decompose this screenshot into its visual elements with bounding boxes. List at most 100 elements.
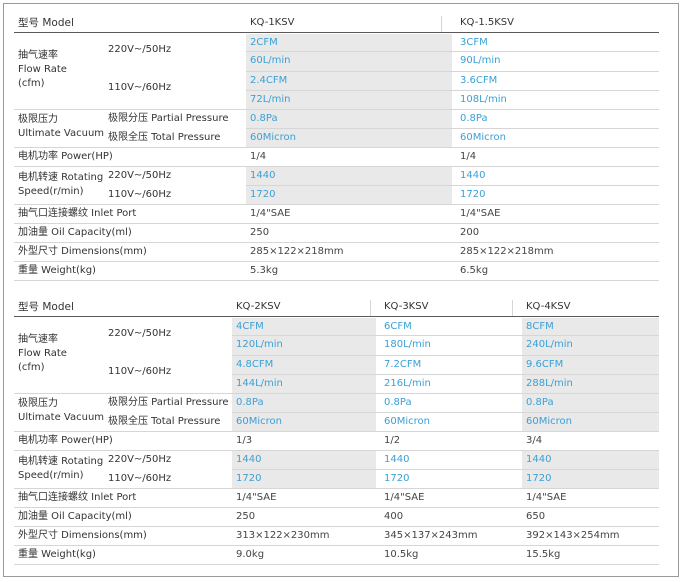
flow-rate-label-zh: 抽气速率 xyxy=(18,334,58,345)
vacuum-label-en: Ultimate Vacuum xyxy=(18,412,105,423)
dim-value: 285×122×218mm xyxy=(460,246,554,257)
vacuum-label-en: Ultimate Vacuum xyxy=(18,128,105,139)
oil-value: 200 xyxy=(460,227,480,238)
inlet-value: 1/4"SAE xyxy=(460,208,501,219)
row-divider xyxy=(232,412,659,413)
flow-110-lmin-value: 72L/min xyxy=(250,94,291,105)
total-pressure-label: 极限全压 Total Pressure xyxy=(108,132,221,143)
partial-value: 0.8Pa xyxy=(250,113,278,124)
flow-rate-label-en: Flow Rate xyxy=(18,64,67,75)
speed-110-label: 110V~/60Hz xyxy=(108,189,172,200)
speed-220-value: 1440 xyxy=(460,170,486,181)
flow-110-lmin-value: 216L/min xyxy=(384,378,431,389)
speed-label-zh: 电机转速 Rotating xyxy=(18,172,104,183)
row-divider xyxy=(246,128,659,129)
speed-110-value: 1720 xyxy=(526,473,552,484)
weight-value: 9.0kg xyxy=(236,549,265,560)
row-divider xyxy=(246,90,659,91)
shaded-column-0 xyxy=(246,34,452,148)
speed-label-en: Speed(r/min) xyxy=(18,186,84,197)
oil-value: 250 xyxy=(236,511,256,522)
total-value: 60Micron xyxy=(236,416,282,427)
header-rule xyxy=(14,32,659,33)
model-name: KQ-1KSV xyxy=(250,17,295,28)
total-value: 60Micron xyxy=(384,416,430,427)
flow-220-lmin-value: 60L/min xyxy=(250,55,291,66)
flow-220-cfm-value: 3CFM xyxy=(460,37,488,48)
inlet-value: 1/4"SAE xyxy=(526,492,567,503)
flow-110-lmin-value: 144L/min xyxy=(236,378,283,389)
dimensions-label: 外型尺寸 Dimensions(mm) xyxy=(18,246,147,257)
row-divider xyxy=(14,223,659,224)
partial-value: 0.8Pa xyxy=(526,397,554,408)
inlet-port-label: 抽气口连接螺纹 Inlet Port xyxy=(18,492,137,503)
flow-110-label: 110V~/60Hz xyxy=(108,366,172,377)
flow-rate-label-zh: 抽气速率 xyxy=(18,50,58,61)
speed-label-en: Speed(r/min) xyxy=(18,470,84,481)
row-divider xyxy=(14,488,659,489)
row-divider xyxy=(14,450,659,451)
vacuum-label-zh: 极限压力 xyxy=(18,114,58,125)
total-value: 60Micron xyxy=(460,132,506,143)
speed-220-value: 1440 xyxy=(236,454,262,465)
speed-110-value: 1720 xyxy=(250,189,276,200)
weight-label: 重量 Weight(kg) xyxy=(18,265,96,276)
shaded-column-speed-0 xyxy=(232,451,376,489)
oil-value: 650 xyxy=(526,511,546,522)
dim-value: 392×143×254mm xyxy=(526,530,620,541)
model-name: KQ-3KSV xyxy=(384,301,429,312)
partial-value: 0.8Pa xyxy=(384,397,412,408)
weight-label: 重量 Weight(kg) xyxy=(18,549,96,560)
weight-value: 15.5kg xyxy=(526,549,561,560)
flow-110-label: 110V~/60Hz xyxy=(108,82,172,93)
dim-value: 285×122×218mm xyxy=(250,246,344,257)
inlet-port-label: 抽气口连接螺纹 Inlet Port xyxy=(18,208,137,219)
power-label: 电机功率 Power(HP) xyxy=(18,435,113,446)
partial-value: 0.8Pa xyxy=(236,397,264,408)
model-header-label: 型号 Model xyxy=(18,301,74,313)
flow-220-cfm-value: 2CFM xyxy=(250,37,278,48)
power-label: 电机功率 Power(HP) xyxy=(18,151,113,162)
flow-110-lmin-value: 108L/min xyxy=(460,94,507,105)
flow-220-lmin-value: 120L/min xyxy=(236,339,283,350)
flow-220-cfm-value: 6CFM xyxy=(384,321,412,332)
dim-value: 345×137×243mm xyxy=(384,530,478,541)
oil-value: 250 xyxy=(250,227,270,238)
row-divider xyxy=(232,469,659,470)
flow-rate-label-en: Flow Rate xyxy=(18,348,67,359)
flow-220-label: 220V~/50Hz xyxy=(108,44,172,55)
column-separator xyxy=(370,300,371,316)
row-divider xyxy=(14,166,659,167)
speed-110-value: 1720 xyxy=(384,473,410,484)
flow-rate-label-unit: (cfm) xyxy=(18,362,45,373)
flow-110-cfm-value: 4.8CFM xyxy=(236,359,274,370)
row-divider xyxy=(14,147,659,148)
row-divider xyxy=(14,242,659,243)
page-frame xyxy=(3,3,679,577)
header-rule xyxy=(14,316,659,317)
speed-110-value: 1720 xyxy=(236,473,262,484)
flow-110-cfm-value: 9.6CFM xyxy=(526,359,564,370)
row-divider xyxy=(14,526,659,527)
row-divider xyxy=(246,51,659,52)
speed-220-value: 1440 xyxy=(250,170,276,181)
dim-value: 313×122×230mm xyxy=(236,530,330,541)
row-divider xyxy=(14,431,659,432)
row-divider xyxy=(14,280,659,281)
partial-value: 0.8Pa xyxy=(460,113,488,124)
flow-rate-label-unit: (cfm) xyxy=(18,78,45,89)
row-divider xyxy=(232,355,659,356)
speed-110-value: 1720 xyxy=(460,189,486,200)
flow-110-cfm-value: 2.4CFM xyxy=(250,75,288,86)
speed-220-value: 1440 xyxy=(384,454,410,465)
row-divider xyxy=(232,374,659,375)
row-divider xyxy=(14,545,659,546)
column-separator xyxy=(512,300,513,316)
flow-220-cfm-value: 4CFM xyxy=(236,321,264,332)
row-divider xyxy=(246,185,659,186)
flow-220-cfm-value: 8CFM xyxy=(526,321,554,332)
power-value: 1/2 xyxy=(384,435,401,446)
power-value: 1/3 xyxy=(236,435,253,446)
oil-capacity-label: 加油量 Oil Capacity(ml) xyxy=(18,511,132,522)
power-value: 1/4 xyxy=(460,151,477,162)
